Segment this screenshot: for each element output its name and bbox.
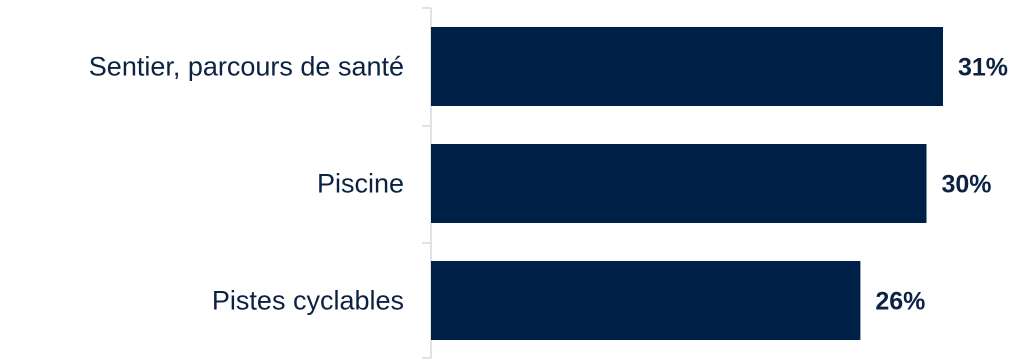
bar-group-2: Pistes cyclables 26% xyxy=(212,261,925,340)
category-label-piscine: Piscine xyxy=(317,169,404,199)
value-label-pistes-cyclables: 26% xyxy=(875,288,925,316)
category-label-pistes-cyclables: Pistes cyclables xyxy=(212,286,404,316)
bar-group-0: Sentier, parcours de santé 31% xyxy=(89,27,1008,106)
bar-sentier-parcours-de-sante xyxy=(431,27,943,106)
bar-piscine xyxy=(431,144,927,223)
value-label-piscine: 30% xyxy=(941,171,991,199)
category-label-sentier-parcours-de-sante: Sentier, parcours de santé xyxy=(89,52,404,82)
bar-group-1: Piscine 30% xyxy=(317,144,992,223)
bar-pistes-cyclables xyxy=(431,261,861,340)
value-label-sentier-parcours-de-sante: 31% xyxy=(958,54,1008,82)
